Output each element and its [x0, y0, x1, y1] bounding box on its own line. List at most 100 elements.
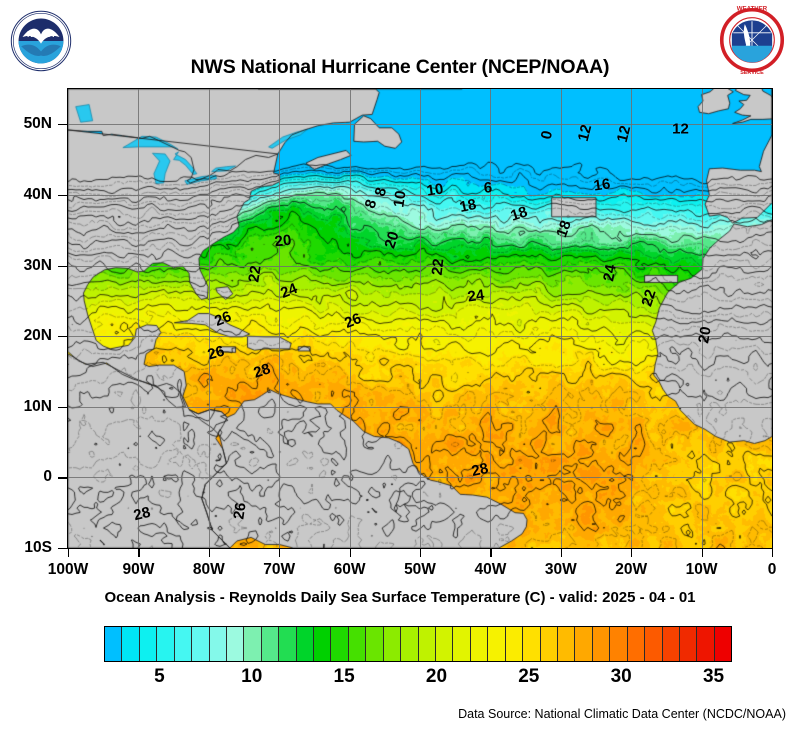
- colorbar-swatch: [279, 627, 297, 661]
- x-axis-tick: [279, 548, 281, 557]
- gridline-horizontal: [68, 477, 772, 479]
- x-axis-label: 80W: [192, 561, 225, 578]
- colorbar-swatch: [383, 627, 402, 661]
- contour-label: 12: [672, 120, 689, 138]
- colorbar-swatch: [157, 627, 175, 661]
- gridline-horizontal: [68, 194, 772, 196]
- gridline-vertical: [279, 89, 281, 548]
- colorbar-swatch: [575, 627, 593, 661]
- y-axis-tick: [58, 336, 67, 338]
- x-axis-label: 100W: [47, 561, 89, 578]
- colorbar-swatch: [122, 627, 140, 661]
- y-axis-tick: [58, 406, 67, 408]
- x-axis-tick: [490, 548, 492, 557]
- colorbar-swatch: [662, 627, 680, 661]
- gridline-horizontal: [68, 406, 772, 408]
- y-axis-label: 40N: [23, 185, 52, 203]
- contour-label: 28: [131, 503, 153, 524]
- colorbar-tick-label: 25: [518, 666, 540, 687]
- colorbar-tick-label: 20: [425, 666, 448, 687]
- x-axis-label: 30W: [544, 561, 577, 578]
- y-axis-tick: [58, 265, 67, 267]
- x-axis-label: 40W: [474, 561, 507, 578]
- colorbar[interactable]: [104, 626, 732, 662]
- x-axis-label: 70W: [263, 561, 296, 578]
- y-axis-label: 50N: [23, 115, 52, 133]
- colorbar-swatch: [331, 627, 349, 661]
- y-axis-tick: [58, 548, 67, 550]
- x-axis-tick: [560, 548, 562, 557]
- svg-text:NOAA: NOAA: [27, 29, 55, 39]
- x-axis-label: 10W: [685, 561, 718, 578]
- contour-label: 28: [469, 459, 490, 481]
- colorbar-swatch: [714, 627, 732, 661]
- contour-label: 20: [695, 324, 715, 345]
- y-axis-label: 30N: [23, 256, 52, 274]
- x-axis-tick: [772, 548, 774, 557]
- colorbar-swatch: [488, 627, 506, 661]
- colorbar-swatch: [505, 627, 524, 661]
- svg-text:SERVICE: SERVICE: [740, 70, 764, 76]
- data-source-note: Data Source: National Climatic Data Cent…: [458, 707, 786, 721]
- colorbar-swatches: [104, 626, 732, 662]
- gridline-horizontal: [68, 336, 772, 338]
- colorbar-swatch: [296, 627, 315, 661]
- colorbar-swatch: [174, 627, 193, 661]
- x-axis-label: 50W: [404, 561, 436, 578]
- colorbar-swatch: [139, 627, 158, 661]
- x-axis-tick: [631, 548, 633, 557]
- colorbar-swatch: [627, 627, 646, 661]
- sst-map[interactable]: 0 12 12 12 10 8 6 16 8 10 18 18 20 20 18 22 22 24 24 24 22 26…: [67, 88, 773, 549]
- y-axis-label: 10S: [24, 539, 52, 556]
- contour-label: 26: [230, 501, 251, 521]
- gridline-vertical: [490, 89, 492, 548]
- contour-label: 18: [457, 195, 478, 217]
- x-axis-label: 0: [767, 561, 777, 578]
- noaa-logo: NOAA: [10, 10, 72, 72]
- y-axis-label: 0: [43, 468, 52, 486]
- x-axis-label: 60W: [333, 561, 366, 578]
- contour-label: 22: [244, 264, 265, 283]
- map-caption: Ocean Analysis - Reynolds Daily Sea Surf…: [104, 589, 696, 606]
- page-title: NWS National Hurricane Center (NCEP/NOAA…: [190, 56, 610, 78]
- colorbar-tick-labels: 5 10 15 20 25 30 35: [104, 666, 732, 692]
- colorbar-swatch: [401, 627, 419, 661]
- x-axis-label: 20W: [615, 561, 648, 578]
- colorbar-tick-label: 15: [333, 666, 355, 687]
- x-axis-tick: [701, 548, 703, 557]
- gridline-horizontal: [68, 265, 772, 267]
- colorbar-tick-label: 5: [154, 666, 165, 687]
- gridline-vertical: [560, 89, 562, 548]
- gridline-vertical: [208, 89, 210, 548]
- colorbar-swatch: [610, 627, 628, 661]
- colorbar-swatch: [697, 627, 715, 661]
- nws-logo: WEATHER SERVICE: [719, 5, 785, 76]
- y-axis-tick: [58, 194, 67, 197]
- y-axis-tick: [58, 124, 67, 126]
- colorbar-swatch: [244, 627, 262, 661]
- x-axis-tick: [349, 548, 351, 557]
- colorbar-tick-label: 10: [241, 666, 263, 687]
- colorbar-swatch: [192, 627, 210, 661]
- x-axis-tick: [138, 548, 140, 557]
- colorbar-swatch: [105, 627, 123, 661]
- gridline-vertical: [420, 89, 421, 548]
- colorbar-swatch: [366, 627, 384, 661]
- x-axis-tick: [208, 548, 210, 557]
- x-axis-label: 90W: [122, 561, 155, 578]
- contour-label: 10: [426, 180, 445, 200]
- colorbar-swatch: [261, 627, 280, 661]
- contour-label: 24: [466, 286, 486, 307]
- colorbar-swatch: [453, 627, 471, 661]
- colorbar-swatch: [592, 627, 611, 661]
- contour-label: 22: [428, 257, 447, 277]
- gridline-vertical: [631, 89, 633, 548]
- colorbar-tick-label: 30: [610, 666, 632, 687]
- gridline-vertical: [349, 89, 351, 548]
- contour-label: 24: [600, 262, 620, 283]
- colorbar-swatch: [679, 627, 698, 661]
- colorbar-swatch: [523, 627, 541, 661]
- colorbar-swatch: [314, 627, 332, 661]
- contour-label: 10: [390, 189, 410, 209]
- colorbar-swatch: [226, 627, 245, 661]
